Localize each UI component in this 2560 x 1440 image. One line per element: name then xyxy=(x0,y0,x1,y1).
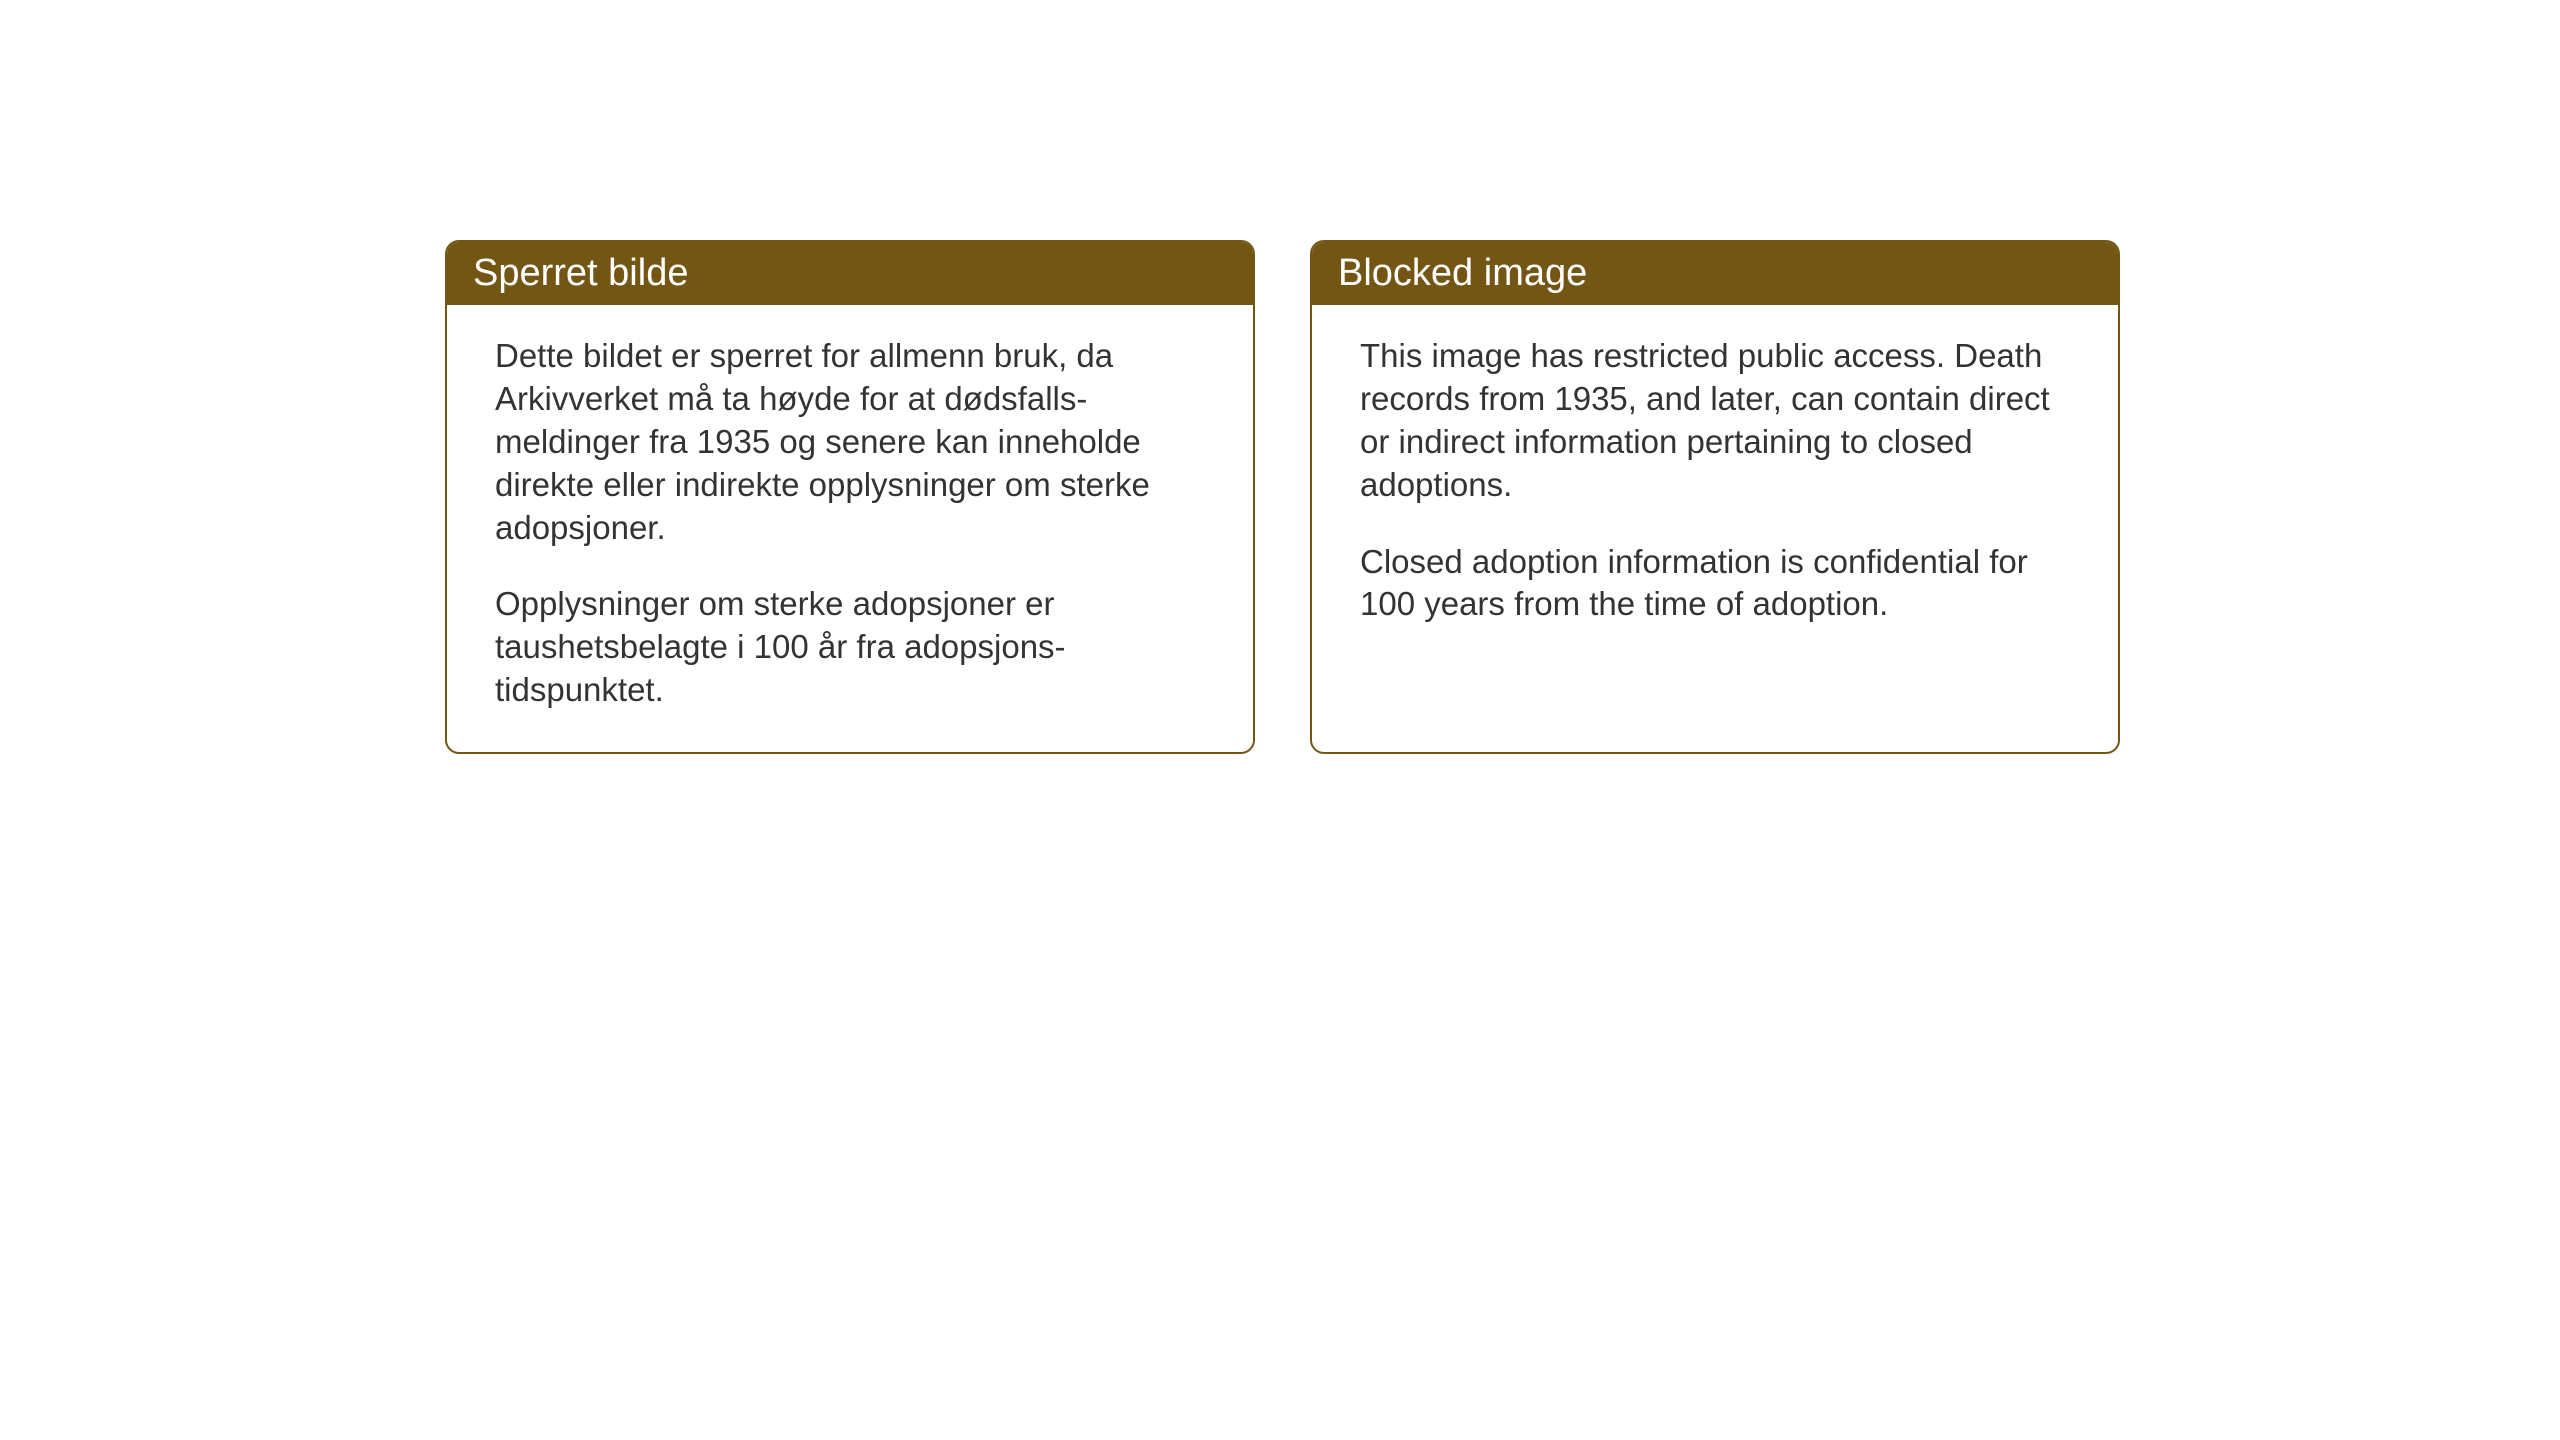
card-norwegian-paragraph-2: Opplysninger om sterke adopsjoner er tau… xyxy=(495,583,1205,712)
card-english-paragraph-2: Closed adoption information is confident… xyxy=(1360,541,2070,627)
card-english: Blocked image This image has restricted … xyxy=(1310,240,2120,754)
card-norwegian: Sperret bilde Dette bildet er sperret fo… xyxy=(445,240,1255,754)
card-english-paragraph-1: This image has restricted public access.… xyxy=(1360,335,2070,507)
card-norwegian-header: Sperret bilde xyxy=(447,242,1253,305)
card-norwegian-paragraph-1: Dette bildet er sperret for allmenn bruk… xyxy=(495,335,1205,549)
card-english-body: This image has restricted public access.… xyxy=(1312,305,2118,666)
card-english-header: Blocked image xyxy=(1312,242,2118,305)
cards-container: Sperret bilde Dette bildet er sperret fo… xyxy=(445,240,2120,754)
card-norwegian-body: Dette bildet er sperret for allmenn bruk… xyxy=(447,305,1253,752)
